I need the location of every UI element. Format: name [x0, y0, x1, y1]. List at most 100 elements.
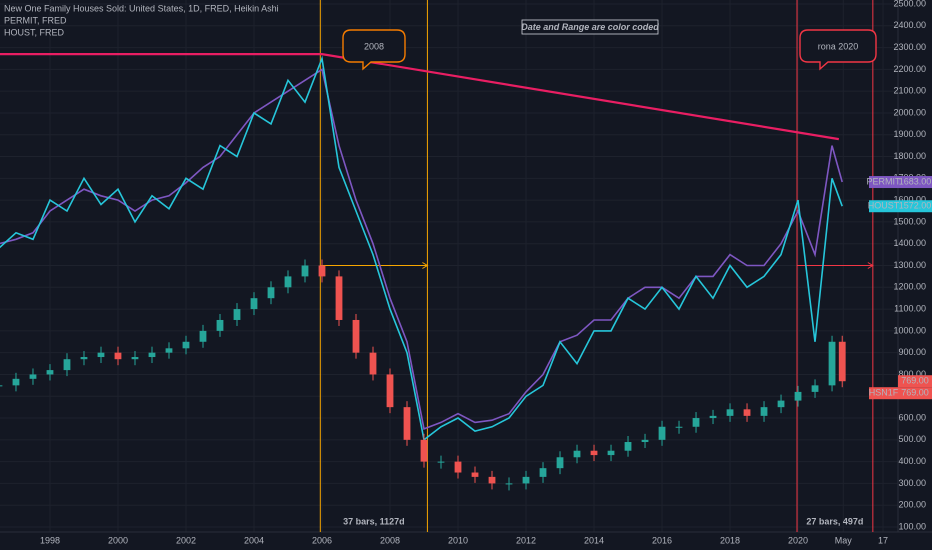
- y-tick-label: 100.00: [898, 521, 926, 531]
- y-tick-label: 2200.00: [893, 64, 926, 74]
- candle: [624, 442, 632, 451]
- x-tick-label: 2012: [516, 535, 536, 545]
- candle: [590, 450, 598, 456]
- x-tick-label: 2006: [312, 535, 332, 545]
- x-tick-label: 2008: [380, 535, 400, 545]
- candle: [777, 400, 785, 408]
- candle: [386, 374, 394, 408]
- candle: [607, 450, 615, 456]
- chart-title: New One Family Houses Sold: United State…: [4, 3, 279, 13]
- candle: [556, 457, 564, 469]
- y-tick-label: 800.00: [898, 369, 926, 379]
- price-tag-value: 769.00: [901, 388, 929, 398]
- series-tag-name: HSN1F: [869, 388, 899, 398]
- price-tag-2: [898, 387, 932, 400]
- candle: [29, 374, 37, 379]
- x-tick-label: 2010: [448, 535, 468, 545]
- trend-line: [0, 53, 840, 141]
- price-tag: [898, 176, 932, 189]
- candle: [403, 407, 411, 440]
- price-tag-value: 1683.00: [899, 176, 932, 186]
- y-tick-label: 1500.00: [893, 216, 926, 226]
- candle: [318, 265, 326, 277]
- x-tick-label: 1998: [40, 535, 60, 545]
- candle: [811, 385, 819, 392]
- y-tick-label: 1200.00: [893, 282, 926, 292]
- y-tick-label: 2400.00: [893, 20, 926, 30]
- candle: [131, 357, 139, 360]
- candle: [165, 348, 173, 353]
- candle: [522, 476, 530, 484]
- candle: [80, 357, 88, 360]
- x-tick-label: 17: [878, 535, 888, 545]
- candle: [488, 476, 496, 484]
- y-tick-label: 1100.00: [894, 303, 926, 313]
- x-tick-label: 2000: [108, 535, 128, 545]
- candle: [199, 330, 207, 342]
- arrow-head: [422, 262, 429, 269]
- callout-text: 2008: [364, 41, 384, 51]
- y-tick-label: 1400.00: [893, 238, 926, 248]
- candle: [471, 472, 479, 477]
- x-tick-label: 2018: [720, 535, 740, 545]
- x-tick-label: 2014: [584, 535, 604, 545]
- callout-bubble: [799, 29, 877, 71]
- series-tag-name: HOUST: [868, 201, 900, 211]
- candle: [709, 415, 717, 419]
- price-tag: [898, 200, 932, 213]
- range-label: 37 bars, 1127d: [343, 516, 405, 526]
- candle: [0, 385, 3, 387]
- x-tick-label: 2020: [788, 535, 808, 545]
- y-tick-label: 1900.00: [893, 129, 926, 139]
- legend-line: PERMIT, FRED: [4, 15, 67, 25]
- y-tick-label: 500.00: [898, 434, 926, 444]
- series-tag-name: PERMIT: [866, 176, 901, 186]
- candle: [539, 468, 547, 477]
- candle: [743, 409, 751, 416]
- candle: [658, 426, 666, 440]
- candle: [369, 352, 377, 375]
- y-tick-label: 2300.00: [893, 42, 926, 52]
- range-label: 27 bars, 497d: [806, 516, 863, 526]
- y-tick-label: 1800.00: [893, 151, 926, 161]
- candle: [114, 352, 122, 360]
- series-tag: [869, 387, 898, 400]
- candle: [12, 378, 20, 386]
- x-tick-label: 2016: [652, 535, 672, 545]
- candle: [760, 407, 768, 416]
- candle: [505, 483, 513, 485]
- y-tick-label: 600.00: [898, 412, 926, 422]
- y-tick-label: 2500.00: [893, 0, 926, 8]
- candle: [437, 461, 445, 463]
- candle: [641, 439, 649, 443]
- price-tag-value: 1572.00: [899, 201, 932, 211]
- candle: [284, 276, 292, 288]
- y-tick-label: 1300.00: [893, 260, 926, 270]
- candle: [335, 276, 343, 320]
- candle: [675, 426, 683, 428]
- candle: [267, 287, 275, 299]
- candle: [250, 298, 258, 310]
- callout-bubble: [342, 29, 406, 71]
- candle: [216, 319, 224, 331]
- y-tick-label: 2100.00: [893, 86, 926, 96]
- candle: [692, 418, 700, 427]
- candle: [233, 309, 241, 320]
- candle: [63, 359, 71, 371]
- price-tag-value: 769.00: [901, 376, 929, 386]
- note: Date and Range are color coded: [521, 22, 659, 32]
- y-tick-label: 1600.00: [893, 195, 926, 205]
- y-tick-label: 200.00: [898, 500, 926, 510]
- y-tick-label: 1000.00: [893, 325, 926, 335]
- candle: [46, 370, 54, 375]
- y-tick-label: 2000.00: [893, 107, 926, 117]
- x-tick-label: 2002: [176, 535, 196, 545]
- y-tick-label: 300.00: [898, 478, 926, 488]
- legend-line: HOUST, FRED: [4, 27, 65, 37]
- candle: [301, 265, 309, 277]
- candle: [794, 391, 802, 401]
- x-tick-label: 2004: [244, 535, 264, 545]
- series-tag: [869, 200, 898, 213]
